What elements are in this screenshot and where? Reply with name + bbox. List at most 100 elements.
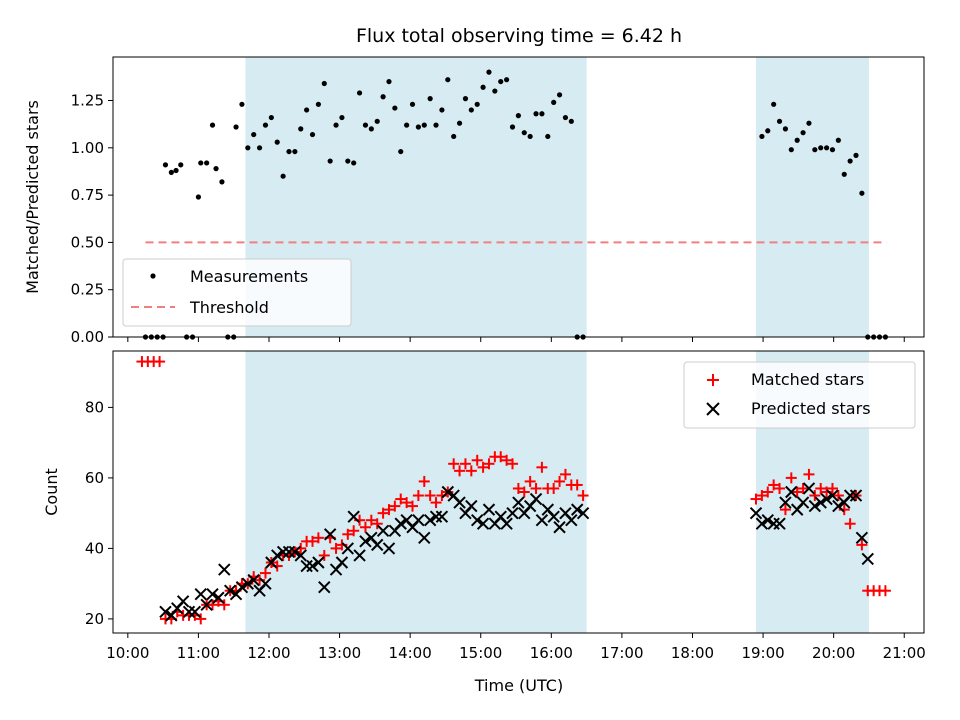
predicted-star-point <box>861 552 874 566</box>
x-tick-label: 14:00 <box>389 644 432 662</box>
matched-star-point <box>348 525 360 537</box>
measurement-point <box>380 94 386 100</box>
measurement-point <box>812 147 818 153</box>
measurement-point <box>298 126 304 132</box>
bottom-y-tick-label: 80 <box>85 398 104 416</box>
predicted-star-point <box>802 482 816 495</box>
predicted-star-point <box>465 499 478 513</box>
x-tick-label: 19:00 <box>741 644 784 662</box>
measurement-point <box>533 111 539 117</box>
matched-star-point <box>548 482 560 494</box>
predicted-star-point <box>323 528 337 541</box>
predicted-star-point <box>547 510 560 523</box>
top-y-axis-label: Matched/Predicted stars <box>23 100 42 294</box>
predicted-star-point <box>570 503 584 516</box>
predicted-star-point <box>371 538 384 552</box>
measurement-point <box>321 80 327 87</box>
measurement-point <box>835 137 841 143</box>
matched-star-point <box>465 465 477 477</box>
x-tick-label: 12:00 <box>247 644 290 662</box>
measurement-point <box>853 152 859 158</box>
measurement-point <box>439 107 445 113</box>
predicted-star-point <box>188 605 202 619</box>
measurement-point <box>204 160 210 166</box>
predicted-star-point <box>218 563 231 576</box>
measurement-point <box>433 122 439 128</box>
x-tick-label: 21:00 <box>883 644 926 662</box>
bottom-panel: 20 40 60 80 10:00 11:00 12:00 13:00 14:00 15:00 1… <box>42 350 926 695</box>
measurement-point <box>480 84 486 90</box>
x-tick-label: 18:00 <box>671 644 714 662</box>
top-y-tick-label: 1.25 <box>71 92 104 110</box>
predicted-star-point <box>476 517 490 530</box>
matched-star-point <box>412 490 424 502</box>
matched-star-point <box>407 500 419 512</box>
measurements-legend-marker <box>150 273 156 279</box>
predicted-star-point <box>423 513 437 527</box>
measurement-point <box>368 126 374 132</box>
measurement-point <box>823 145 830 151</box>
measurement-point <box>209 122 216 128</box>
measurement-point <box>474 101 480 107</box>
matched-star-point <box>307 535 319 547</box>
predicted-star-point <box>294 549 307 562</box>
top-shaded-interval <box>756 57 869 337</box>
matched-star-point <box>359 521 371 533</box>
matched-star-point <box>750 493 762 505</box>
measurement-point <box>309 131 316 138</box>
matched-star-point <box>797 482 809 494</box>
measurement-point <box>556 92 563 98</box>
matched-star-point <box>377 507 389 519</box>
measurement-point <box>568 118 574 124</box>
matched-star-point <box>530 482 542 494</box>
predicted-star-point <box>182 605 196 619</box>
matched-star-point <box>832 490 844 502</box>
predicted-star-point <box>271 549 284 562</box>
predicted-star-point <box>826 489 839 502</box>
predicted-star-point <box>159 605 172 619</box>
measurement-point <box>451 133 457 140</box>
measurement-point <box>345 158 351 164</box>
predicted-star-point <box>282 545 296 559</box>
measurement-point <box>545 133 551 140</box>
measurement-point <box>268 114 274 121</box>
matched-star-point <box>383 504 395 516</box>
x-tick-label: 15:00 <box>459 644 502 662</box>
matched-star-point <box>512 482 524 494</box>
measurement-point <box>233 124 239 130</box>
measurement-point <box>262 122 269 128</box>
measurement-point <box>409 101 416 107</box>
matched-star-point <box>785 472 797 484</box>
predicted-star-point <box>500 517 513 530</box>
predicted-star-point <box>259 577 272 590</box>
matched-star-point <box>559 468 571 480</box>
predicted-star-point <box>855 531 869 545</box>
predicted-star-point <box>529 492 543 506</box>
matched-star-point <box>154 356 166 368</box>
predicted-star-point <box>312 556 325 569</box>
bottom-legend-box <box>683 361 916 429</box>
matched-star-point <box>815 482 827 494</box>
x-axis-label: Time (UTC) <box>474 676 563 695</box>
measurement-point <box>551 99 557 106</box>
predicted-star-point <box>814 496 827 509</box>
measurement-point <box>333 122 339 128</box>
bottom-y-tick-label: 40 <box>85 539 104 557</box>
matched-star-point <box>779 504 791 516</box>
predicted-star-point <box>535 513 549 527</box>
predicted-star-point <box>820 492 833 506</box>
predicted-star-point <box>553 521 566 534</box>
measurement-point <box>386 78 392 85</box>
measurement-point <box>327 158 333 164</box>
top-y-tick-label: 0.50 <box>71 233 104 251</box>
measurement-point <box>404 122 410 128</box>
measurement-point <box>362 122 369 128</box>
predicted-star-point <box>200 598 213 612</box>
measurement-point <box>195 194 202 200</box>
predicted-star-point <box>779 496 792 509</box>
matched-star-point <box>756 490 768 502</box>
measurement-point <box>788 147 794 153</box>
matched-star-point <box>371 518 383 530</box>
predicted-star-point <box>576 506 590 520</box>
